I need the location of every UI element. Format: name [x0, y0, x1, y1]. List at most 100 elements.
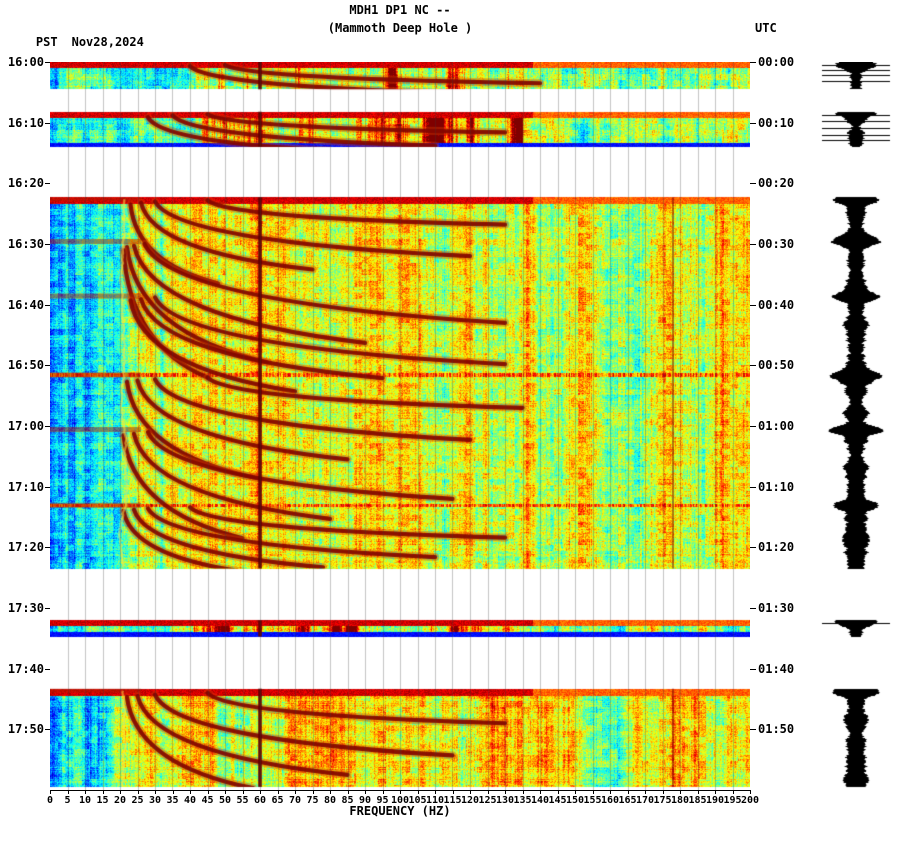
left-time-label: 16:00: [7, 55, 44, 69]
x-tick-label: 190: [705, 795, 725, 806]
right-tick: [750, 547, 756, 549]
x-tick-label: 5: [64, 795, 71, 806]
left-time-label: 17:00: [7, 419, 44, 433]
x-tick-label: 120: [460, 795, 480, 806]
x-tick-label: 20: [113, 795, 127, 806]
x-tick: [330, 790, 331, 794]
x-tick: [190, 790, 191, 794]
x-tick: [242, 790, 244, 794]
x-tick-label: 100: [390, 795, 410, 806]
x-tick-label: 35: [166, 795, 179, 806]
x-tick: [67, 790, 69, 794]
x-tick: [50, 790, 51, 794]
x-tick: [540, 790, 541, 794]
x-tick-label: 60: [253, 795, 267, 806]
x-tick: [680, 790, 681, 794]
right-tick: [750, 244, 756, 245]
right-time-label: 01:30: [758, 601, 795, 615]
x-tick: [557, 790, 559, 794]
x-tick: [225, 790, 226, 794]
left-time-label: 16:20: [7, 176, 44, 191]
x-tick-label: 70: [288, 795, 302, 806]
x-tick-label: 90: [358, 795, 372, 806]
right-time-label: 00:40: [758, 297, 795, 312]
x-tick: [505, 790, 506, 794]
right-time-label: 00:00: [758, 55, 795, 69]
x-tick: [575, 790, 576, 794]
x-tick: [207, 790, 209, 794]
x-tick: [102, 790, 104, 794]
timezone-date-left: PST Nov28,2024: [7, 21, 144, 63]
x-axis-title: FREQUENCY (HZ): [349, 804, 451, 818]
left-tick: [45, 668, 50, 670]
x-tick: [627, 790, 629, 794]
x-tick: [750, 790, 751, 794]
right-time-label: 00:10: [758, 115, 795, 130]
right-time-label: 01:50: [758, 722, 795, 737]
right-tick: [750, 122, 756, 124]
left-tick: [45, 608, 50, 609]
x-tick-label: 160: [600, 795, 620, 806]
figure-subtitle: (Mammoth Deep Hole ): [327, 21, 473, 35]
x-tick-label: 140: [530, 795, 550, 806]
left-time-label: 16:50: [7, 358, 44, 373]
x-tick: [347, 790, 349, 794]
x-tick-label: 110: [425, 795, 445, 806]
x-tick: [172, 790, 174, 794]
left-tick: [45, 122, 50, 124]
x-tick: [277, 790, 279, 794]
x-tick-label: 50: [218, 795, 232, 806]
right-tick: [750, 365, 756, 367]
x-tick-label: 150: [565, 795, 585, 806]
right-tick: [750, 426, 756, 427]
x-tick-label: 25: [131, 795, 144, 806]
x-tick-label: 180: [670, 795, 690, 806]
x-tick: [155, 790, 156, 794]
x-tick: [137, 790, 139, 794]
left-time-label: 17:30: [7, 601, 44, 615]
x-tick-label: 135: [513, 795, 532, 806]
right-time-label: 01:40: [758, 661, 795, 676]
left-tick: [45, 183, 50, 185]
x-tick-label: 155: [583, 795, 602, 806]
right-tick: [750, 668, 756, 670]
right-time-label: 00:30: [758, 237, 795, 251]
x-tick: [715, 790, 716, 794]
x-tick: [470, 790, 471, 794]
x-tick-label: 165: [618, 795, 637, 806]
x-tick: [365, 790, 366, 794]
tz-right-label: UTC: [755, 21, 777, 35]
x-tick-label: 40: [183, 795, 197, 806]
x-tick: [522, 790, 524, 794]
x-tick: [487, 790, 489, 794]
x-tick: [120, 790, 121, 794]
x-tick: [417, 790, 419, 794]
x-tick-label: 55: [236, 795, 249, 806]
x-tick-label: 145: [548, 795, 567, 806]
right-tick: [750, 62, 756, 63]
x-tick: [435, 790, 436, 794]
figure-title: MDH1 DP1 NC --: [349, 3, 451, 17]
x-tick: [732, 790, 734, 794]
x-tick-label: 125: [478, 795, 497, 806]
x-tick-label: 65: [271, 795, 284, 806]
x-tick: [260, 790, 261, 794]
right-time-label: 01:00: [758, 419, 795, 433]
left-tick: [45, 304, 50, 306]
right-tick: [750, 608, 756, 609]
left-time-label: 16:30: [7, 237, 44, 251]
x-tick-label: 10: [78, 795, 92, 806]
x-tick-label: 185: [688, 795, 707, 806]
left-time-label: 16:40: [7, 297, 44, 312]
x-tick-label: 105: [408, 795, 427, 806]
left-time-label: 17:20: [7, 540, 44, 555]
tz-left-label: PST: [35, 35, 58, 49]
x-tick: [400, 790, 401, 794]
x-tick: [295, 790, 296, 794]
x-tick: [610, 790, 611, 794]
right-time-label: 00:20: [758, 176, 795, 191]
x-tick: [592, 790, 594, 794]
left-time-label: 16:10: [7, 115, 44, 130]
left-time-label: 17:40: [7, 661, 44, 676]
x-tick-label: 85: [341, 795, 354, 806]
